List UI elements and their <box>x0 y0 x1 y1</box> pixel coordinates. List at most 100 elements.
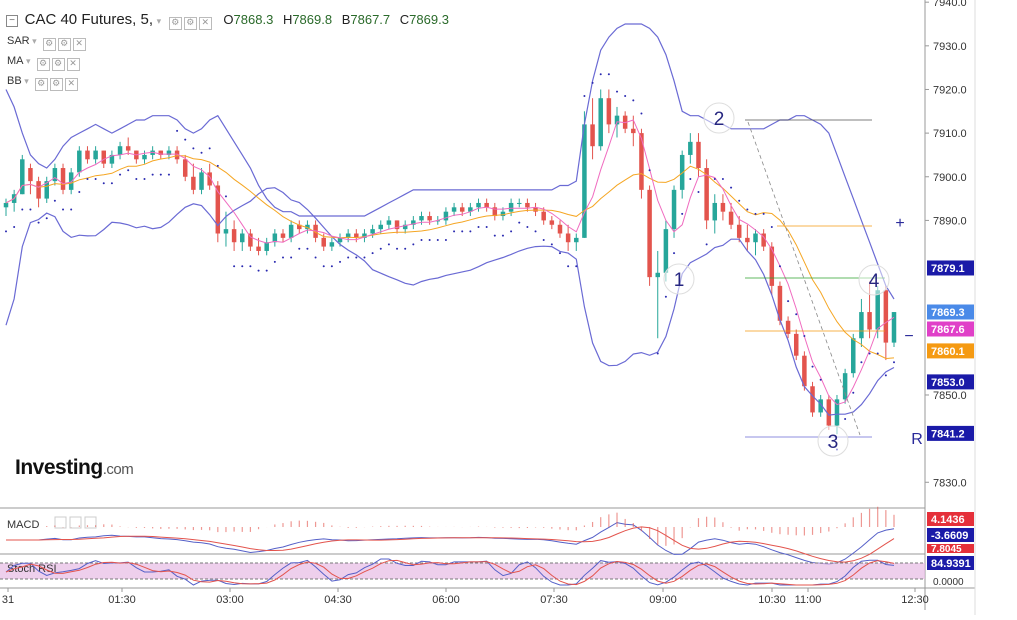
indicator-label[interactable]: BB ▾ ⚙ ⚙ ✕ <box>7 75 78 91</box>
sar-dot <box>265 269 268 272</box>
settings-icon[interactable]: ⚙ <box>49 78 63 91</box>
sar-dot <box>143 177 146 180</box>
sar-dot <box>868 352 871 355</box>
candle <box>671 189 677 230</box>
sar-dot <box>355 256 358 259</box>
candle <box>696 141 701 169</box>
sar-dot <box>379 247 382 250</box>
close-icon[interactable]: ✕ <box>198 17 212 30</box>
settings-icon[interactable]: ⚙ <box>57 38 71 51</box>
sar-dot <box>876 352 879 355</box>
sar-dot <box>53 199 56 202</box>
price-tag <box>927 260 974 276</box>
sar-dot <box>477 225 480 228</box>
settings-icon[interactable]: ⚙ <box>34 78 48 91</box>
indicator-name: SAR <box>7 35 30 47</box>
candle <box>582 124 587 238</box>
settings-icon[interactable]: ⚙ <box>51 58 65 71</box>
indicator-name: BB <box>7 75 22 87</box>
candle <box>191 176 196 190</box>
sar-dot <box>102 182 105 185</box>
chevron-down-icon[interactable]: ▾ <box>156 16 162 26</box>
indicator-label[interactable]: MA ▾ ⚙ ⚙ ✕ <box>7 55 80 71</box>
settings-icon[interactable]: ⚙ <box>42 38 56 51</box>
sar-dot <box>249 265 252 268</box>
chevron-down-icon[interactable]: ▾ <box>29 36 37 46</box>
sar-dot <box>844 417 847 420</box>
sar-dot <box>347 256 350 259</box>
macd-signal-value: -3.6609 <box>931 530 968 542</box>
price-tag <box>927 528 974 542</box>
sar-dot <box>575 265 578 268</box>
candle <box>525 202 530 208</box>
sar-dot <box>493 234 496 237</box>
sar-dot <box>697 191 700 194</box>
moving-average-fast-line <box>5 119 895 406</box>
candle <box>199 172 204 190</box>
close-icon <box>84 516 97 529</box>
sar-dot <box>607 73 610 76</box>
candle <box>875 290 880 330</box>
indicator-label[interactable]: SAR ▾ ⚙ ⚙ ✕ <box>7 35 86 51</box>
candle <box>867 312 872 330</box>
sar-dot <box>216 164 219 167</box>
sar-dot <box>119 173 122 176</box>
sar-dot <box>428 239 431 242</box>
price-tag-label: 7867.6 <box>931 324 965 336</box>
candle <box>753 233 758 243</box>
time-tick-label: 31 <box>2 594 14 606</box>
time-tick-label: 03:00 <box>216 594 244 606</box>
close-icon[interactable]: ✕ <box>64 78 78 91</box>
price-tick-label: 7830.0 <box>933 477 967 489</box>
chevron-down-icon[interactable]: ▾ <box>23 56 31 66</box>
bollinger-upper-line <box>5 23 895 300</box>
candle <box>174 150 180 160</box>
sar-dot <box>13 225 16 228</box>
close-value: 7869.3 <box>409 12 449 27</box>
candle <box>272 233 278 243</box>
chevron-down-icon[interactable]: ▾ <box>21 76 29 86</box>
sar-dot <box>819 378 822 381</box>
candle <box>769 246 775 286</box>
close-icon[interactable]: ✕ <box>66 58 80 71</box>
time-axis-group: 31 01:30 03:00 04:30 06:00 07:30 09:00 10:30 11:… <box>2 588 929 606</box>
sar-dot <box>738 199 741 202</box>
candle <box>288 224 294 238</box>
candle <box>468 207 473 212</box>
candle <box>378 224 384 230</box>
sar-dot <box>135 177 138 180</box>
candle <box>574 237 579 243</box>
sar-dot <box>412 243 415 246</box>
candle <box>745 237 750 243</box>
candle <box>280 233 286 238</box>
price-tag <box>927 544 974 553</box>
settings-icon[interactable]: ⚙ <box>168 17 182 30</box>
candle <box>777 285 783 321</box>
candle <box>492 207 498 217</box>
candle <box>240 233 245 243</box>
settings-icon[interactable]: ⚙ <box>36 58 50 71</box>
sar-dot <box>770 225 773 228</box>
candle <box>459 207 465 212</box>
candle <box>394 220 400 230</box>
sar-dot <box>550 243 553 246</box>
candle <box>647 189 652 278</box>
sar-dot <box>787 300 790 303</box>
sar-dot <box>444 239 447 242</box>
sar-dot <box>721 177 724 180</box>
candle <box>802 355 807 387</box>
settings-icon <box>69 516 82 529</box>
macd-hist-value: 7.8045 <box>931 544 962 555</box>
candle <box>598 98 603 147</box>
minus-square-icon[interactable]: − <box>6 15 18 27</box>
candle <box>663 229 669 273</box>
close-icon[interactable]: ✕ <box>72 38 86 51</box>
sar-dot <box>713 177 716 180</box>
candle <box>256 246 261 251</box>
symbol-title[interactable]: CAC 40 Futures, 5, <box>24 11 154 28</box>
settings-icon[interactable]: ⚙ <box>183 17 197 30</box>
high-label: H <box>282 12 293 27</box>
price-tag <box>927 556 974 570</box>
stoch-band <box>0 563 925 579</box>
sar-dot <box>396 247 399 250</box>
